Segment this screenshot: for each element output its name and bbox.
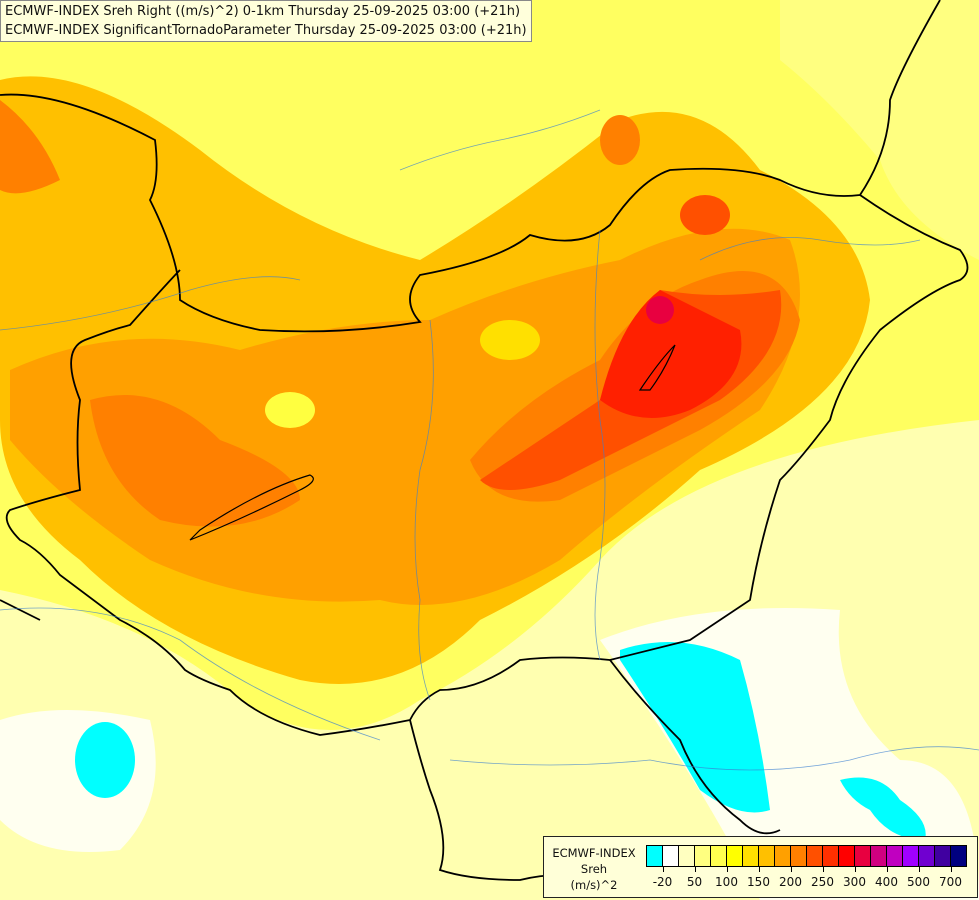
- legend-tick: [854, 867, 856, 872]
- legend-swatch: [727, 846, 743, 866]
- legend-tick-label: 700: [939, 875, 962, 889]
- color-legend: ECMWF-INDEX Sreh (m/s)^2 -20 50 100 150 200 2…: [543, 836, 978, 898]
- legend-swatch: [871, 846, 887, 866]
- legend-swatch: [903, 846, 919, 866]
- header-line-stp: ECMWF-INDEX SignificantTornadoParameter …: [5, 23, 527, 38]
- legend-tick: [726, 867, 728, 872]
- legend-swatch: [887, 846, 903, 866]
- rivers: [0, 109, 979, 771]
- red-north: [680, 195, 730, 235]
- white-zone-west: [0, 710, 156, 852]
- legend-tick-label: -20: [652, 875, 673, 889]
- legend-variable: Sreh: [580, 862, 608, 876]
- country-borders: [0, 0, 969, 881]
- legend-tick-label: 100: [715, 875, 738, 889]
- legend-swatch: [839, 846, 855, 866]
- legend-swatch: [759, 846, 775, 866]
- yellow-spot-2: [480, 320, 540, 360]
- cyan-zone-southeast: [840, 777, 926, 840]
- cyan-zone-west: [75, 722, 135, 798]
- legend-tick-label: 50: [686, 875, 703, 889]
- legend-swatch: [663, 846, 679, 866]
- legend-swatch: [823, 846, 839, 866]
- legend-source: ECMWF-INDEX: [552, 846, 636, 860]
- legend-swatch: [807, 846, 823, 866]
- legend-swatch: [679, 846, 695, 866]
- yellow-northeast: [780, 0, 979, 260]
- legend-tick: [886, 867, 888, 872]
- legend-swatch: [775, 846, 791, 866]
- legend-tick-label: 200: [779, 875, 802, 889]
- crimson-core: [646, 296, 674, 324]
- legend-swatch: [919, 846, 935, 866]
- legend-unit: (m/s)^2: [570, 878, 618, 892]
- legend-tick: [758, 867, 760, 872]
- orange-north: [600, 115, 640, 165]
- legend-colorbar: [646, 845, 967, 867]
- legend-tick: [662, 867, 664, 872]
- legend-tick: [950, 867, 952, 872]
- legend-title: ECMWF-INDEX Sreh (m/s)^2: [548, 845, 640, 893]
- dark-orange-west: [90, 395, 300, 527]
- header-line-sreh: ECMWF-INDEX Sreh Right ((m/s)^2) 0-1km T…: [5, 4, 521, 19]
- legend-tick-label: 250: [811, 875, 834, 889]
- yellow-spot: [265, 392, 315, 428]
- legend-swatch: [791, 846, 807, 866]
- legend-swatch: [695, 846, 711, 866]
- orange-northwest: [0, 100, 60, 194]
- legend-tick: [918, 867, 920, 872]
- legend-tick-label: 150: [747, 875, 770, 889]
- legend-swatch: [647, 846, 663, 866]
- legend-swatch: [855, 846, 871, 866]
- map-header: ECMWF-INDEX Sreh Right ((m/s)^2) 0-1km T…: [0, 0, 532, 42]
- legend-swatch: [743, 846, 759, 866]
- legend-tick: [822, 867, 824, 872]
- legend-tick: [790, 867, 792, 872]
- legend-swatch: [711, 846, 727, 866]
- legend-tick-label: 500: [907, 875, 930, 889]
- legend-tick: [694, 867, 696, 872]
- legend-tick-label: 400: [875, 875, 898, 889]
- legend-tick-label: 300: [843, 875, 866, 889]
- legend-swatch: [935, 846, 951, 866]
- legend-swatch: [951, 846, 966, 866]
